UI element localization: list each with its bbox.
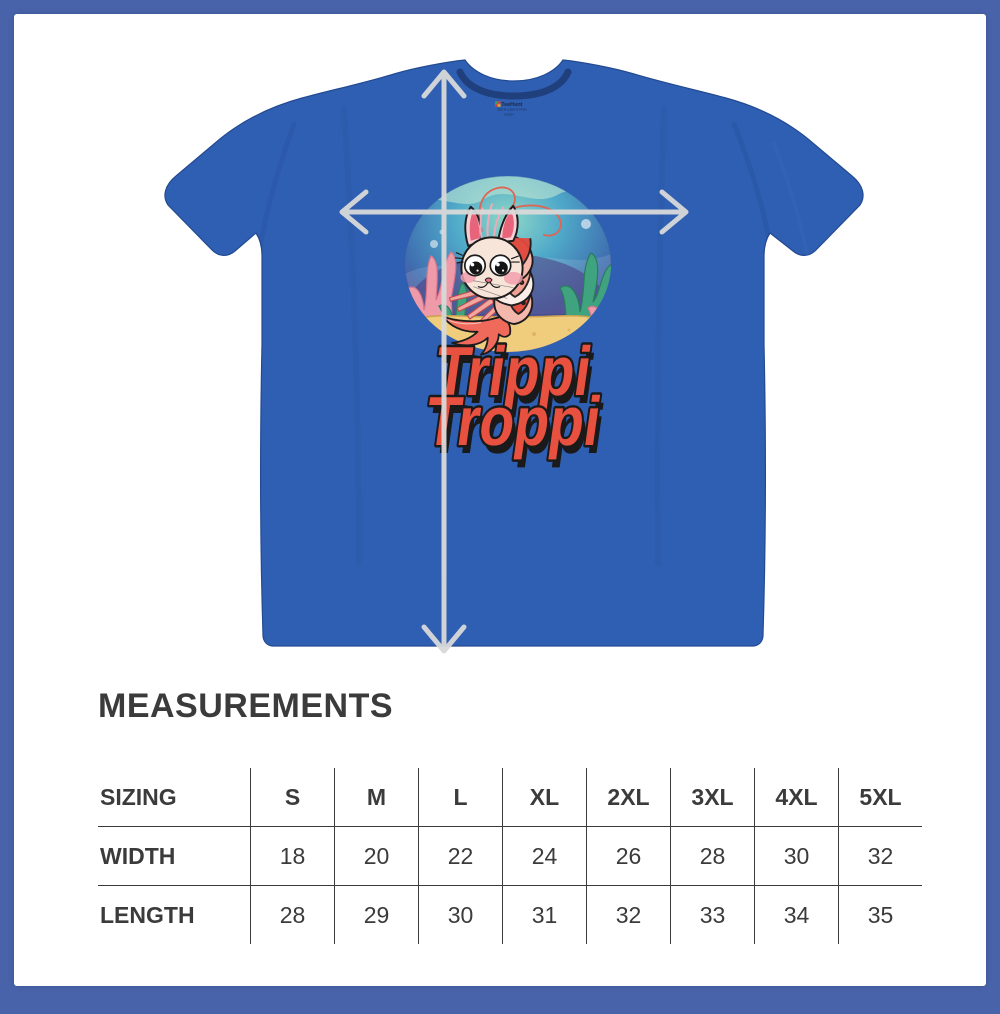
svg-text:TeeHunt: TeeHunt: [501, 102, 522, 108]
svg-text:Troppi: Troppi: [421, 382, 606, 460]
svg-text:CN1234: CN1234: [504, 113, 514, 117]
svg-text:SIZE M | 100% COTTON: SIZE M | 100% COTTON: [498, 108, 527, 112]
